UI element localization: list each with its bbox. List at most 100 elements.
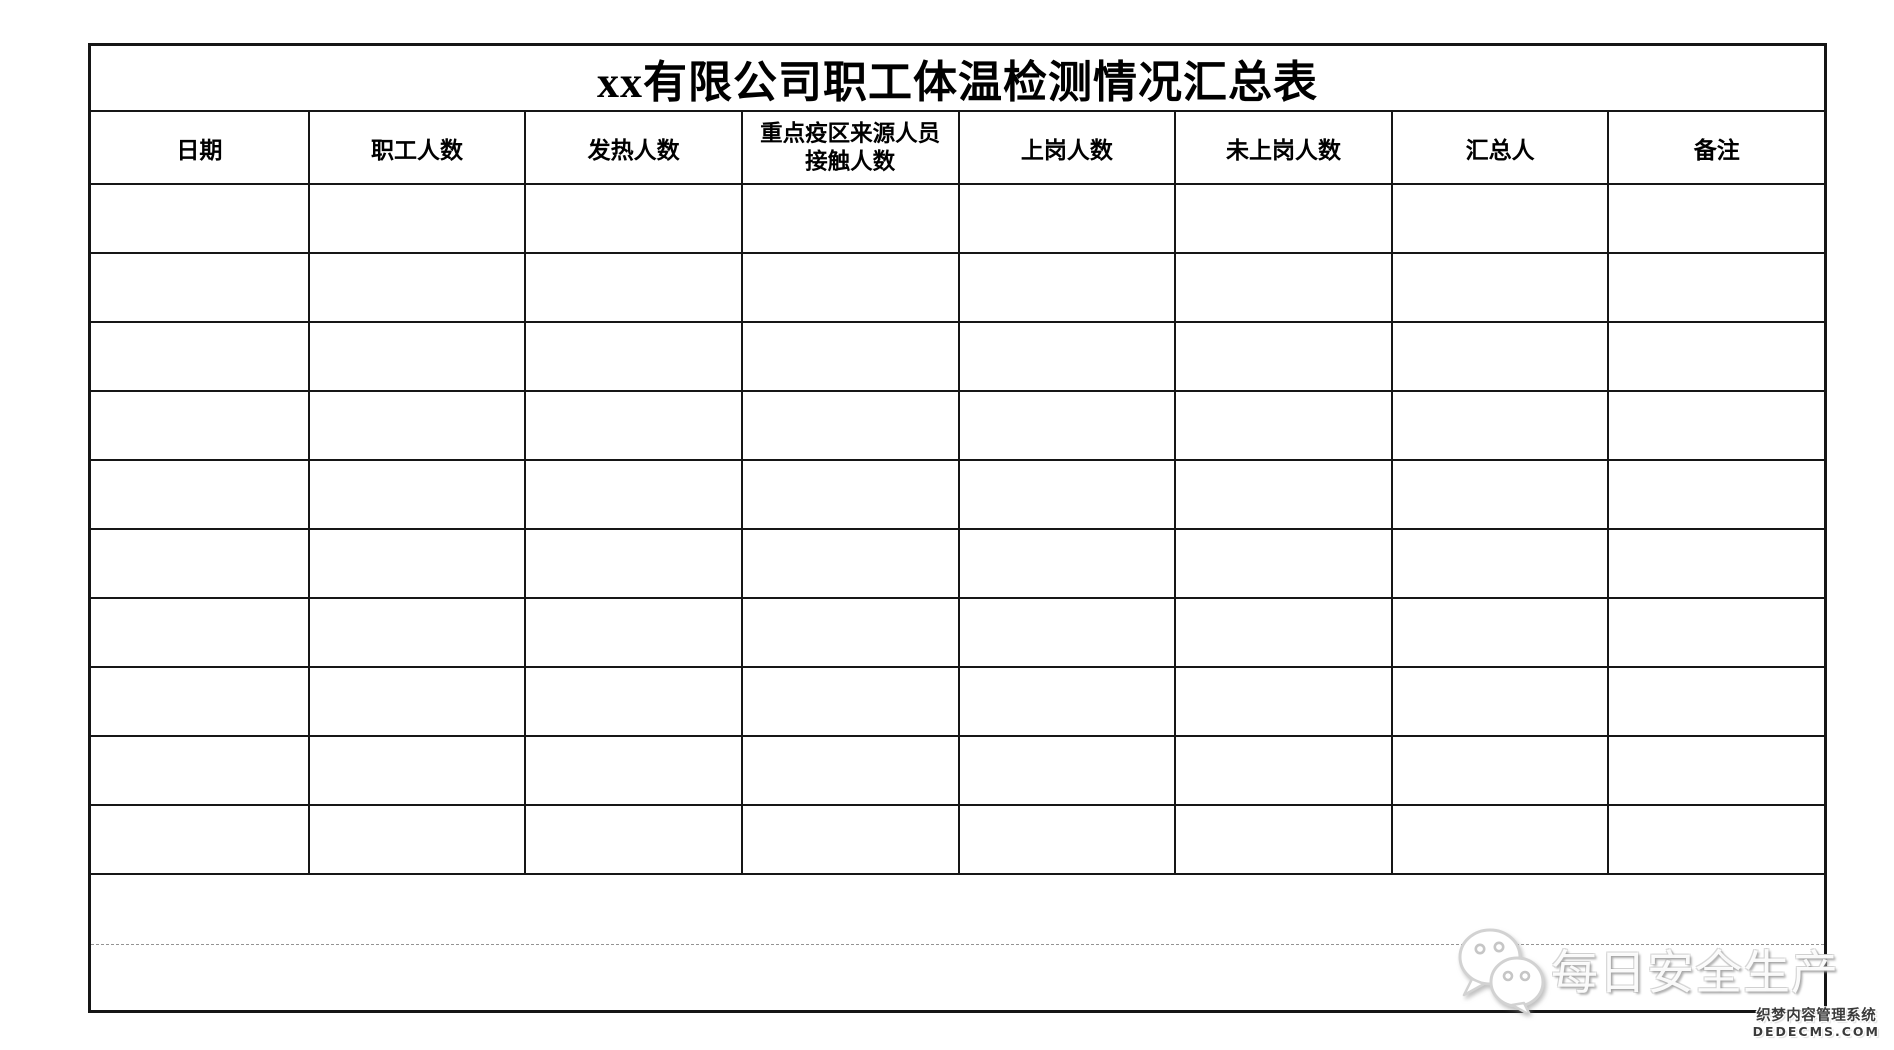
table-cell — [1174, 737, 1391, 804]
table-cell — [1607, 392, 1824, 459]
column-header-not-on-duty-count: 未上岗人数 — [1174, 112, 1391, 183]
table-cell — [740, 461, 958, 528]
table-cell — [957, 254, 1175, 321]
table-row — [91, 254, 1824, 323]
table-cell — [91, 392, 308, 459]
table-cell — [524, 254, 741, 321]
cms-badge-line1: 织梦内容管理系统 — [1756, 1008, 1877, 1024]
footer-row-upper — [91, 875, 1824, 945]
table-row — [91, 392, 1824, 461]
table-cell — [1607, 599, 1824, 666]
table-cell — [307, 668, 525, 735]
table-cell — [957, 185, 1175, 252]
cms-badge-line2: DEDECMS.COM — [1752, 1023, 1880, 1039]
table-cell — [1390, 323, 1608, 390]
table-cell — [524, 185, 741, 252]
table-cell — [307, 737, 525, 804]
table-cell — [1174, 806, 1391, 873]
table-cell — [91, 323, 308, 390]
column-header-date: 日期 — [176, 137, 223, 163]
table-cell — [957, 392, 1175, 459]
table-cell — [307, 254, 525, 321]
table-cell — [740, 392, 958, 459]
column-header-on-duty-count: 上岗人数 — [957, 112, 1175, 183]
table-cell — [1607, 668, 1824, 735]
table-cell — [524, 668, 741, 735]
table-cell — [91, 530, 308, 597]
table-cell — [307, 530, 525, 597]
table-cell — [1607, 323, 1824, 390]
table-cell — [1390, 254, 1608, 321]
table-cell — [1390, 461, 1608, 528]
column-header-fever-count: 发热人数 — [524, 112, 741, 183]
table-row — [91, 668, 1824, 737]
table-cell — [524, 806, 741, 873]
footer-row-lower — [91, 945, 1824, 1009]
table-cell — [91, 461, 308, 528]
table-cell — [740, 530, 958, 597]
table-cell — [524, 323, 741, 390]
column-header-epidemic-contact-count: 重点疫区来源人员 接触人数 — [740, 112, 958, 183]
table-cell — [1607, 185, 1824, 252]
table-cell — [957, 737, 1175, 804]
table-cell — [1390, 392, 1608, 459]
table-cell — [91, 668, 308, 735]
table-cell — [740, 599, 958, 666]
table-row — [91, 185, 1824, 254]
table-cell — [91, 185, 308, 252]
table-cell — [1607, 806, 1824, 873]
table-cell — [91, 806, 308, 873]
table-cell — [307, 392, 525, 459]
table-cell — [1174, 599, 1391, 666]
table-cell — [1174, 185, 1391, 252]
table-row — [91, 530, 1824, 599]
table-cell — [957, 530, 1175, 597]
table-cell — [524, 461, 741, 528]
table-row — [91, 323, 1824, 392]
table-cell — [1390, 737, 1608, 804]
table-cell — [1174, 461, 1391, 528]
table-row — [91, 806, 1824, 875]
cms-badge: 织梦内容管理系统 DEDECMS.COM — [1752, 1008, 1880, 1039]
table-row — [91, 599, 1824, 668]
table-cell — [1390, 668, 1608, 735]
table-cell — [740, 668, 958, 735]
table-cell — [524, 737, 741, 804]
table-cell — [1607, 254, 1824, 321]
table-cell — [957, 599, 1175, 666]
table-cell — [1174, 392, 1391, 459]
table-cell — [1607, 461, 1824, 528]
table-cell — [91, 599, 308, 666]
column-header-remarks: 备注 — [1607, 112, 1824, 183]
table-cell — [957, 668, 1175, 735]
table-header-row: 日期 职工人数 发热人数 重点疫区来源人员 接触人数 上岗人数 未上岗人数 汇总… — [91, 112, 1824, 185]
table-cell — [740, 323, 958, 390]
table-row — [91, 737, 1824, 806]
table-cell — [957, 323, 1175, 390]
table-cell — [957, 806, 1175, 873]
table-cell — [1390, 530, 1608, 597]
table-cell — [1174, 254, 1391, 321]
table-cell — [740, 185, 958, 252]
table-cell — [307, 323, 525, 390]
table-cell — [91, 254, 308, 321]
table-cell — [740, 254, 958, 321]
table-cell — [524, 530, 741, 597]
table-cell — [1174, 668, 1391, 735]
table-cell — [1390, 599, 1608, 666]
column-header-employee-count: 职工人数 — [307, 112, 525, 183]
table-cell — [307, 599, 525, 666]
temperature-summary-table: xx有限公司职工体温检测情况汇总表 日期 职工人数 发热人数 重点疫区来源人员 … — [88, 43, 1827, 1013]
table-title: xx有限公司职工体温检测情况汇总表 — [597, 58, 1318, 107]
table-cell — [1174, 323, 1391, 390]
table-title-row: xx有限公司职工体温检测情况汇总表 — [91, 46, 1824, 112]
table-cell — [1174, 530, 1391, 597]
table-cell — [1390, 185, 1608, 252]
table-cell — [1390, 806, 1608, 873]
column-header-summarizer: 汇总人 — [1390, 112, 1608, 183]
table-cell — [740, 806, 958, 873]
table-row — [91, 461, 1824, 530]
table-cell — [91, 737, 308, 804]
table-cell — [1607, 530, 1824, 597]
